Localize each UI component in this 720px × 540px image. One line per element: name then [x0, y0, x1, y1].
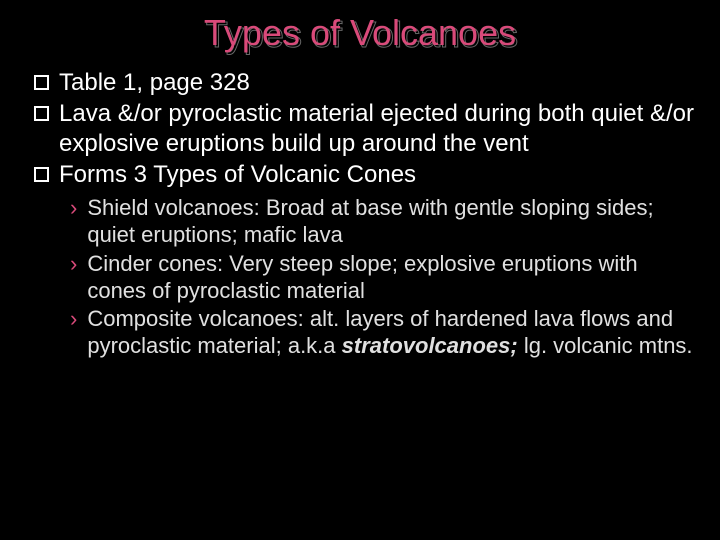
- bullet-item: Forms 3 Types of Volcanic Cones: [34, 160, 700, 189]
- bullet-item: Lava &/or pyroclastic material ejected d…: [34, 99, 700, 158]
- sub-item: › Cinder cones: Very steep slope; explos…: [70, 251, 700, 305]
- square-bullet-icon: [34, 106, 49, 121]
- bullet-list: Table 1, page 328 Lava &/or pyroclastic …: [20, 68, 700, 189]
- sub-suffix: lg. volcanic mtns.: [518, 333, 693, 358]
- sub-bullet-list: › Shield volcanoes: Broad at base with g…: [20, 195, 700, 360]
- chevron-right-icon: ›: [70, 251, 77, 278]
- sub-text: Shield volcanoes: Broad at base with gen…: [87, 195, 700, 249]
- chevron-right-icon: ›: [70, 306, 77, 333]
- sub-text: Cinder cones: Very steep slope; explosiv…: [87, 251, 700, 305]
- square-bullet-icon: [34, 167, 49, 182]
- bullet-text: Lava &/or pyroclastic material ejected d…: [59, 99, 700, 158]
- slide: Types of Volcanoes Types of Volcanoes Ta…: [0, 0, 720, 540]
- title-text: Types of Volcanoes: [204, 12, 516, 53]
- slide-title: Types of Volcanoes Types of Volcanoes: [20, 12, 700, 54]
- sub-item: › Shield volcanoes: Broad at base with g…: [70, 195, 700, 249]
- bullet-text: Table 1, page 328: [59, 68, 700, 97]
- sub-text: Composite volcanoes: alt. layers of hard…: [87, 306, 700, 360]
- bullet-text: Forms 3 Types of Volcanic Cones: [59, 160, 700, 189]
- bullet-item: Table 1, page 328: [34, 68, 700, 97]
- sub-emphasis: stratovolcanoes;: [342, 333, 518, 358]
- square-bullet-icon: [34, 75, 49, 90]
- chevron-right-icon: ›: [70, 195, 77, 222]
- sub-item: › Composite volcanoes: alt. layers of ha…: [70, 306, 700, 360]
